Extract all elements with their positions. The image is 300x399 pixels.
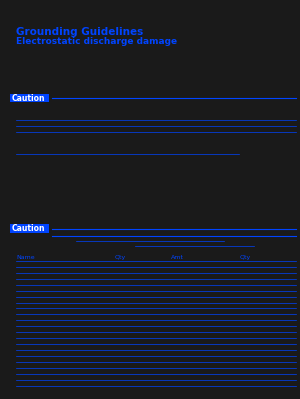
Text: Caution: Caution [12, 94, 46, 103]
Text: Amt: Amt [171, 255, 184, 260]
Text: Qty: Qty [239, 255, 250, 260]
Text: Grounding Guidelines: Grounding Guidelines [16, 27, 143, 37]
Text: Name: Name [16, 255, 35, 260]
FancyBboxPatch shape [10, 94, 49, 103]
FancyBboxPatch shape [10, 225, 49, 233]
Text: Electrostatic discharge damage: Electrostatic discharge damage [16, 37, 177, 46]
Text: Caution: Caution [12, 224, 46, 233]
Text: Qty: Qty [114, 255, 126, 260]
